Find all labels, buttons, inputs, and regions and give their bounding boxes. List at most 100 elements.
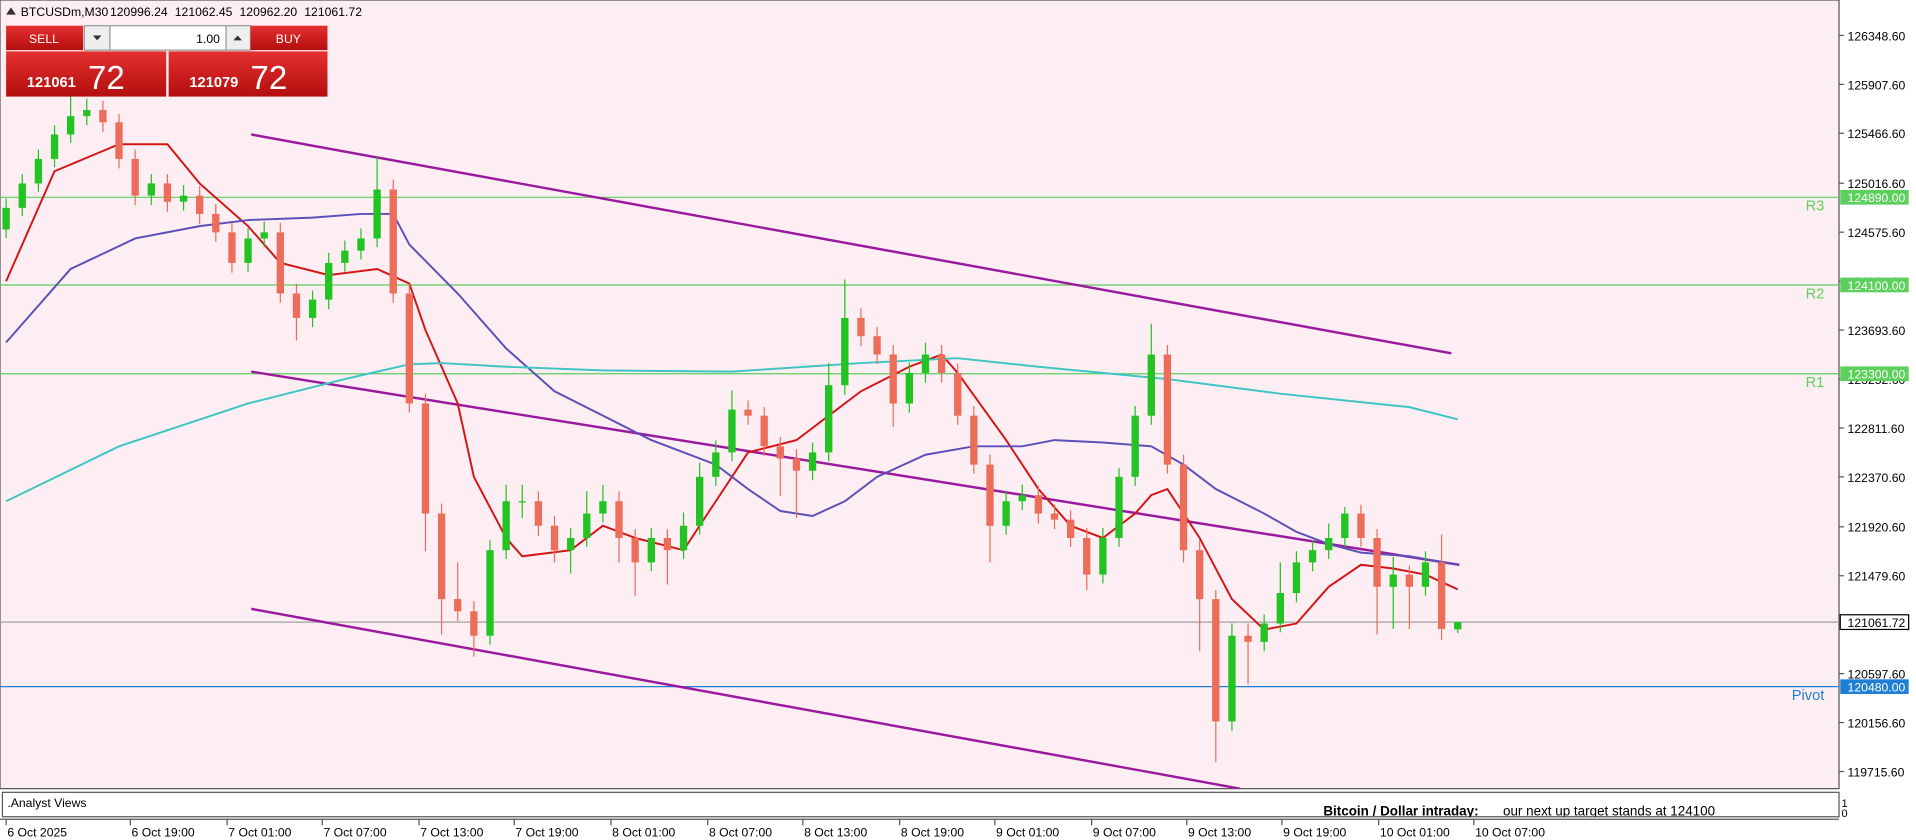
level-name: R3 [1806,199,1825,215]
level-tag-label: 120480.00 [1848,681,1906,695]
buy-price: 121079 [189,75,238,91]
candle-body [470,611,478,636]
y-tick-label: 125466.60 [1848,127,1906,141]
sell-pips: 72 [88,59,125,96]
candle-body [357,238,365,251]
up-arrow [233,35,242,41]
candle-body [421,403,430,514]
candle-body [647,537,655,563]
candle-body [599,501,607,514]
sell-label: SELL [29,32,59,46]
candle-body [954,372,962,416]
x-tick-label: 8 Oct 01:00 [612,825,675,839]
sell-price-box[interactable] [6,51,167,97]
candle-body [2,207,10,230]
candle-body [1018,495,1026,502]
candle-body [437,513,446,600]
candle-body [760,415,768,447]
y-tick-label: 121479.60 [1848,570,1906,584]
candle-body [1002,501,1010,526]
level-tag-label: 123300.00 [1848,368,1906,382]
candle-body [1147,354,1155,416]
candle-body [325,262,333,300]
candle-body [712,452,720,477]
y-tick-label: 126348.60 [1848,29,1906,43]
y-tick-label: 120156.60 [1848,716,1906,730]
candle-body [454,599,462,612]
candle-body [1260,623,1268,642]
candle-body [1325,537,1333,551]
sell-price: 121061 [27,75,76,91]
candle-body [550,525,559,551]
indicator-panel [1,791,1840,818]
level-name: R1 [1806,375,1825,391]
candle-body [841,317,849,386]
candle-body [292,293,301,318]
candle-body [18,183,26,208]
buy-pips: 72 [250,59,287,96]
candle-body [341,250,349,263]
candle-body [260,232,268,239]
candle-body [1389,574,1397,587]
candle-body [196,195,204,214]
candle-body [1131,415,1139,477]
candle-body [1373,537,1381,587]
candle-body [534,501,543,526]
x-tick-label: 8 Oct 13:00 [804,825,867,839]
candle-body [566,537,575,551]
level-tag [1840,366,1909,382]
candle-body [583,513,591,538]
candle-body [1292,562,1301,594]
y-tick-label: 125907.60 [1848,78,1906,92]
candle-body [1421,562,1430,587]
news-text: our next up target stands at 124100 [1503,804,1715,819]
collapse-icon[interactable] [6,7,16,15]
x-tick-label: 8 Oct 19:00 [901,825,964,839]
candle-body [986,464,994,526]
candle-body [857,317,865,337]
x-tick-label: 8 Oct 07:00 [709,825,772,839]
candle-body [808,452,817,471]
plot-area [0,0,1840,790]
y-tick-label: 122811.60 [1848,422,1905,436]
candle-body [308,299,317,318]
level-name: Pivot [1792,688,1825,704]
candle-body [1405,574,1414,587]
candle-body [1083,537,1091,575]
candle-body [405,293,414,404]
x-tick-label: 7 Oct 19:00 [515,825,578,839]
symbol: BTCUSDm,M30 [21,5,109,19]
y-tick-label: 124575.60 [1848,226,1906,240]
ohlc-close: 121061.72 [304,5,362,19]
x-tick-label: 9 Oct 19:00 [1283,825,1346,839]
level-tag [1840,277,1909,293]
panel-axis-bottom: 0 [1841,808,1847,820]
ohlc-low: 120962.20 [240,5,298,19]
buy-price-box[interactable] [168,51,328,97]
candle-body [1357,513,1365,538]
level-tag-label: 124100.00 [1848,279,1906,293]
candle-body [921,354,930,373]
plot-content [0,96,1840,789]
news-headline: Bitcoin / Dollar intraday: [1323,804,1478,819]
buy-button[interactable] [250,25,328,51]
current-price-label: 121061.72 [1848,616,1906,630]
buy-label: BUY [276,32,301,46]
candle-body [1308,550,1317,563]
y-tick-label: 119715.60 [1848,765,1905,779]
candle-body [50,134,59,159]
candle-body [1437,562,1446,629]
candle-body [1341,513,1349,538]
panel-axis-top: 1 [1841,798,1847,810]
candle-body [1196,550,1204,600]
ohlc-high: 121062.45 [175,5,233,19]
candle-body [147,183,155,196]
sell-button[interactable] [6,25,84,51]
candle-body [937,354,946,373]
x-tick-label: 7 Oct 13:00 [420,825,483,839]
down-arrow [92,35,102,41]
moving-average [5,357,1458,503]
level-name: R2 [1806,286,1825,302]
candle-body [1034,495,1043,514]
